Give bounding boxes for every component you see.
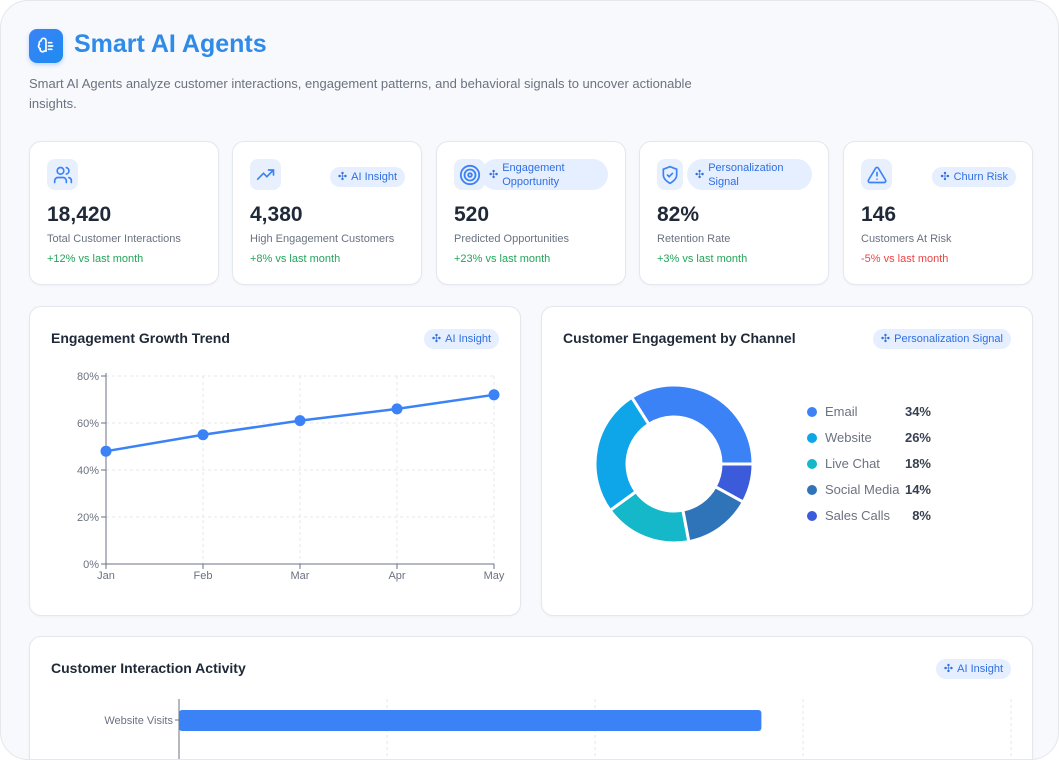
stat-value: 520 [454, 203, 490, 226]
legend-value: 34% [904, 404, 931, 419]
sparkle-icon: ✣ [695, 168, 705, 181]
stat-change: -5% vs last month [861, 253, 949, 265]
data-point [488, 389, 500, 401]
data-point [391, 403, 403, 415]
interaction-activity-card: Customer Interaction Activity ✣ AI Insigh… [29, 636, 1033, 759]
sparkle-icon: ✣ [880, 333, 891, 345]
stat-change: +3% vs last month [657, 253, 748, 265]
legend-dot [807, 406, 817, 417]
x-tick-label: Jan [97, 570, 115, 582]
target-icon [454, 159, 485, 190]
legend-label: Email [825, 404, 858, 419]
legend-label: Live Chat [825, 456, 880, 471]
data-point [197, 429, 209, 441]
badge-label: Churn Risk [953, 171, 1008, 183]
data-point [100, 445, 112, 457]
sparkle-icon: ✣ [489, 168, 499, 181]
stat-card-retention: ✣ Personalization Signal 82% Retention Ra… [639, 141, 829, 285]
stat-card-high-engagement: ✣ AI Insight 4,380 High Engagement Custom… [232, 141, 422, 285]
y-tick-label: 20% [77, 512, 99, 524]
stat-label: Predicted Opportunities [454, 233, 569, 245]
legend-dot [807, 484, 817, 495]
card-title: Customer Engagement by Channel [563, 330, 796, 346]
donut-slice-website [593, 395, 651, 513]
y-tick-label: 60% [77, 418, 99, 430]
legend-item: Live Chat 18% [807, 456, 931, 471]
stat-change: +23% vs last month [454, 253, 551, 265]
x-tick-label: Apr [388, 570, 405, 582]
sparkle-icon: ✣ [943, 663, 954, 675]
users-icon [47, 159, 78, 190]
stat-value: 18,420 [47, 203, 112, 226]
legend-item: Sales Calls 8% [807, 508, 931, 523]
legend-item: Email 34% [807, 404, 931, 419]
page-description: Smart AI Agents analyze customer interac… [29, 76, 692, 111]
ai-insight-badge: ✣ AI Insight [329, 167, 405, 187]
legend-dot [807, 432, 817, 443]
personalization-signal-badge: ✣ Personalization Signal [687, 159, 812, 190]
stat-card-opportunities: ✣ Engagement Opportunity 520 Predicted Op… [436, 141, 626, 285]
stat-card-interactions: 18,420 Total Customer Interactions +12% … [29, 141, 219, 285]
x-tick-label: Feb [194, 570, 213, 582]
legend-label: Sales Calls [825, 508, 891, 523]
badge-label: Personalization Signal [894, 333, 1003, 345]
x-tick-label: Mar [291, 570, 310, 582]
sparkle-icon: ✣ [431, 333, 442, 345]
churn-risk-badge: ✣ Churn Risk [932, 167, 1016, 187]
card-title: Engagement Growth Trend [51, 330, 230, 346]
data-point [294, 415, 306, 427]
legend-value: 14% [904, 482, 931, 497]
brain-icon [29, 29, 63, 63]
ai-insight-badge: ✣ AI Insight [935, 659, 1011, 679]
card-title: Customer Interaction Activity [51, 660, 246, 676]
stat-label: Customers At Risk [861, 233, 952, 245]
legend-value: 26% [904, 430, 931, 445]
badge-label: AI Insight [351, 171, 397, 183]
stat-label: Retention Rate [657, 233, 731, 245]
legend-value: 18% [904, 456, 931, 471]
legend-dot [807, 510, 817, 521]
badge-label: AI Insight [445, 333, 491, 345]
page-title: Smart AI Agents [74, 30, 267, 58]
stat-card-churn: ✣ Churn Risk 146 Customers At Risk -5% vs… [843, 141, 1033, 285]
stat-value: 146 [861, 203, 897, 226]
badge-label: Engagement Opportunity [502, 161, 565, 188]
bar-website-visits [179, 710, 762, 731]
stat-change: +12% vs last month [47, 253, 144, 265]
stat-value: 4,380 [250, 203, 303, 226]
badge-label: AI Insight [957, 663, 1003, 675]
stat-change: +8% vs last month [250, 253, 341, 265]
y-tick-label: 40% [77, 465, 99, 477]
legend-item: Social Media 14% [807, 482, 931, 497]
legend-label: Social Media [825, 482, 900, 497]
stat-label: High Engagement Customers [250, 233, 395, 245]
legend-value: 8% [912, 508, 931, 523]
legend-label: Website [825, 430, 872, 445]
badge-label: Personalization Signal [708, 161, 784, 188]
y-tick-label: 0% [83, 559, 99, 571]
bar-label: Website Visits [104, 715, 173, 727]
engagement-opportunity-badge: ✣ Engagement Opportunity [481, 159, 608, 190]
y-tick-label: 80% [77, 371, 99, 383]
sparkle-icon: ✣ [337, 171, 348, 183]
personalization-signal-badge: ✣ Personalization Signal [872, 329, 1011, 349]
legend-dot [807, 458, 817, 469]
ai-insight-badge: ✣ AI Insight [423, 329, 499, 349]
legend-item: Website 26% [807, 430, 931, 445]
x-tick-label: May [484, 570, 505, 582]
shield-check-icon [657, 159, 683, 190]
stat-value: 82% [657, 203, 700, 226]
sparkle-icon: ✣ [940, 171, 950, 183]
stat-label: Total Customer Interactions [47, 233, 181, 245]
donut-slice-email [629, 383, 755, 466]
trending-up-icon [250, 159, 281, 190]
alert-triangle-icon [861, 159, 892, 190]
